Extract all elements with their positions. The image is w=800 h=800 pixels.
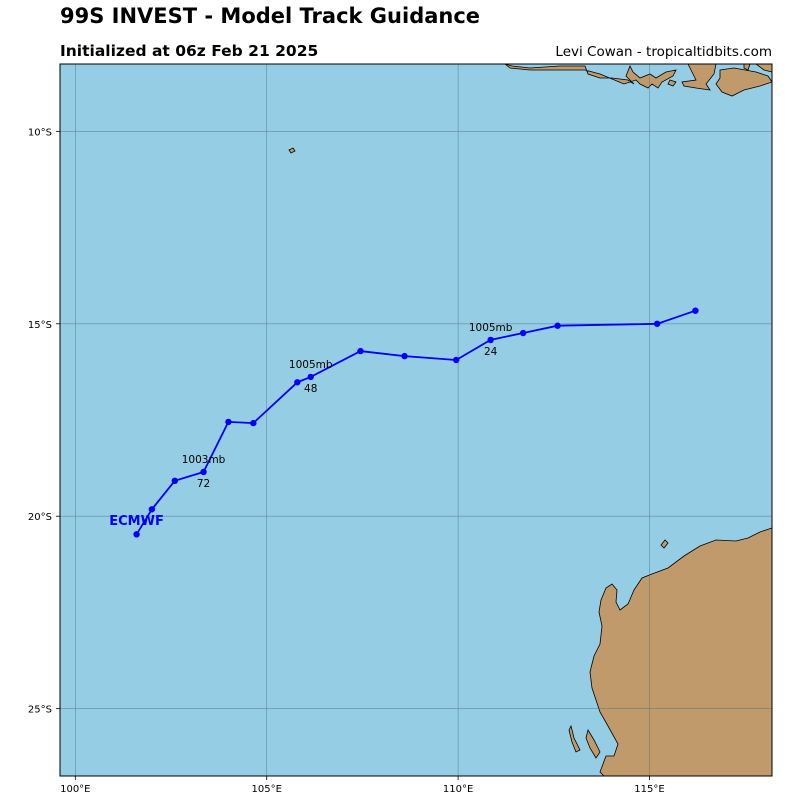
island-east <box>743 64 751 71</box>
track-point-4 <box>487 336 494 344</box>
hour-label-2: 72 <box>197 478 210 490</box>
tick-label-lon-1: 105°E <box>252 784 282 795</box>
track-line <box>135 309 696 535</box>
track-point-8 <box>307 373 314 381</box>
track-point-1 <box>653 320 661 327</box>
shark-bay-peninsula-2 <box>585 728 601 759</box>
track-point-12 <box>200 468 207 476</box>
tick-label-lat-1: 15°S <box>28 320 52 331</box>
track-point-0 <box>692 307 699 314</box>
track-point-7 <box>357 347 364 355</box>
hour-label-1: 48 <box>304 383 317 395</box>
map-subtitle: Initialized at 06z Feb 21 2025 <box>60 42 319 60</box>
tick-label-lon-2: 110°E <box>443 784 473 795</box>
track-point-13 <box>171 477 179 485</box>
island-east-2 <box>755 64 772 73</box>
map-credit: Levi Cowan - tropicaltidbits.com <box>555 44 772 60</box>
track-annotations: 1005mb 24 1005mb 48 1003mb 72 ECMWF <box>109 322 513 529</box>
model-label-ecmwf: ECMWF <box>109 514 164 529</box>
track-point-3 <box>519 329 527 337</box>
java-coast <box>504 64 677 89</box>
christmas-island <box>288 147 296 154</box>
track-point-14 <box>148 506 156 513</box>
track-point-2 <box>554 322 561 329</box>
tick-label-lat-2: 20°S <box>28 512 52 523</box>
track-point-11 <box>225 418 232 426</box>
track-point-6 <box>401 352 408 360</box>
map-frame <box>59 63 773 777</box>
track-point-15 <box>133 531 140 538</box>
hour-label-0: 24 <box>484 346 498 358</box>
pressure-label-0: 1005mb <box>469 322 513 334</box>
land-layer <box>288 64 772 776</box>
island-barrow <box>660 539 669 549</box>
shark-bay-peninsula <box>568 724 581 753</box>
island-sumbawa <box>681 64 717 91</box>
track-point-9 <box>294 379 301 386</box>
tick-label-lon-3: 115°E <box>634 784 664 795</box>
map-title: 99S INVEST - Model Track Guidance <box>60 4 481 28</box>
island-lombok <box>667 79 677 87</box>
western-australia <box>589 527 772 776</box>
track-point-5 <box>452 356 460 364</box>
track-point-10 <box>250 419 257 427</box>
pressure-label-2: 1003mb <box>182 454 226 466</box>
tick-label-lon-0: 100°E <box>60 784 90 795</box>
axis-ticks: 100°E 105°E 110°E 115°E 10°S 15°S 20°S 25°S <box>28 127 665 795</box>
pressure-label-1: 1005mb <box>289 359 333 371</box>
tick-label-lat-3: 25°S <box>28 705 52 716</box>
ecmwf-track <box>133 307 699 538</box>
island-flores <box>715 67 772 97</box>
tick-label-lat-0: 10°S <box>28 127 52 138</box>
